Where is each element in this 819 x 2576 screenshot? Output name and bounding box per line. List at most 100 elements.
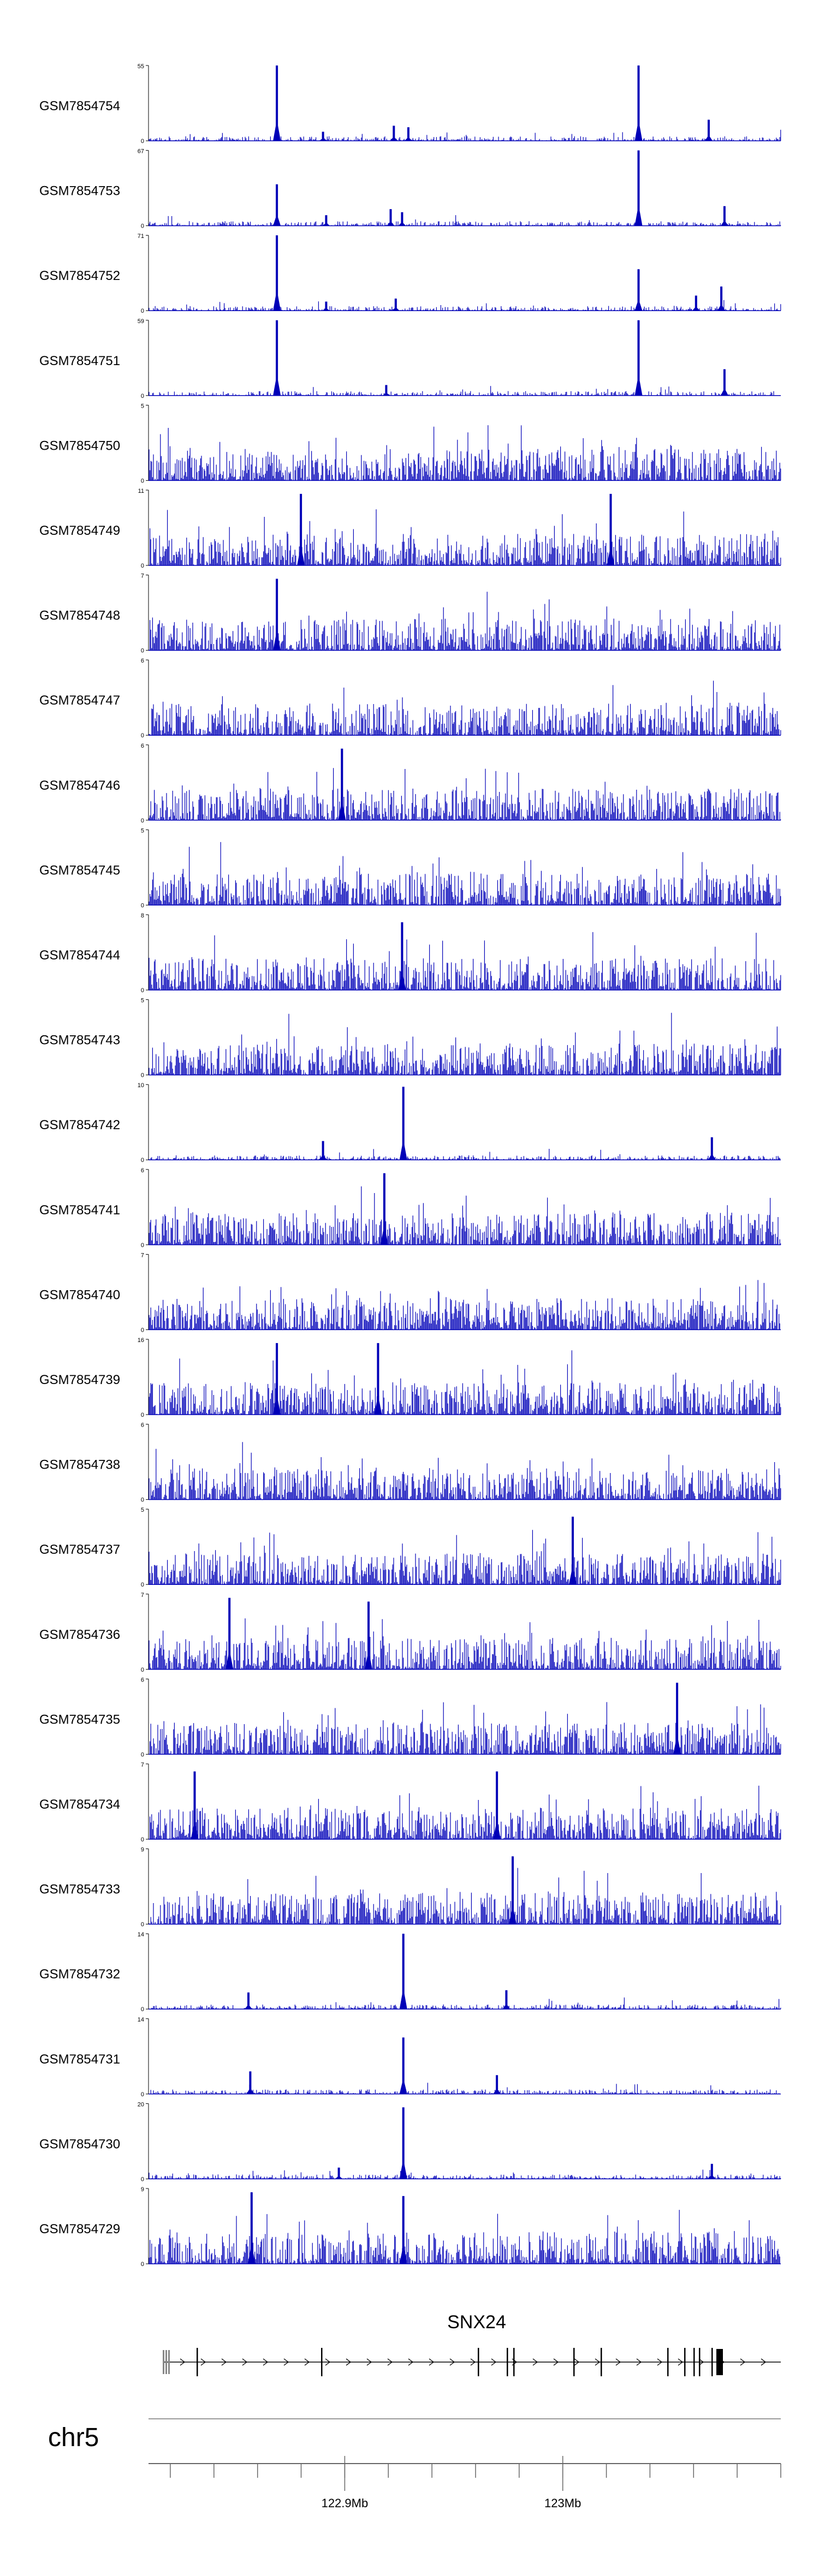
track-peak <box>402 2107 405 2179</box>
track-signal-background <box>149 681 781 736</box>
track-ymax-label: 7 <box>141 573 144 580</box>
track-peak-shoulder <box>382 392 390 396</box>
track-peak-shoulder <box>569 1565 577 1585</box>
track-label: GSM7854731 <box>39 2052 120 2067</box>
track-peak-shoulder <box>297 545 305 565</box>
strand-arrow <box>615 2358 621 2366</box>
track-ymax-label: 59 <box>138 318 144 325</box>
track-signal-background <box>149 1149 780 1160</box>
track-signal-background <box>149 2210 780 2264</box>
track-signal-background <box>149 1618 781 1669</box>
track-signal-background <box>150 1702 781 1755</box>
track-peak-shoulder <box>708 2174 716 2179</box>
track-signal-background <box>149 386 780 396</box>
track-peak <box>720 287 723 311</box>
track-peak-shoulder <box>398 222 406 226</box>
track-label: GSM7854738 <box>39 1458 120 1472</box>
track-ymin-label: 0 <box>141 1497 144 1504</box>
track-label: GSM7854743 <box>39 1033 120 1048</box>
gene-utr-exon <box>165 2350 167 2374</box>
track-peak <box>402 2037 405 2094</box>
track-peak-shoulder <box>493 2089 501 2094</box>
track-signal-background <box>149 768 781 820</box>
track-ymin-label: 0 <box>141 902 144 909</box>
axis-tick-label: 122.9Mb <box>322 2496 369 2510</box>
track-GSM7854734: GSM7854734 7 0 <box>39 1762 781 1843</box>
track-ymin-label: 0 <box>141 818 144 824</box>
track-peak <box>637 269 640 311</box>
strand-arrow <box>387 2358 393 2366</box>
gene-utr-exon <box>168 2350 170 2374</box>
track-peak <box>710 1137 713 1160</box>
track-peak-shoulder <box>273 1394 281 1415</box>
track-peak-shoulder <box>509 1905 517 1924</box>
track-ymin-label: 0 <box>141 308 144 314</box>
track-peak-shoulder <box>493 1820 501 1839</box>
track-peak <box>723 369 726 396</box>
track-label: GSM7854736 <box>39 1627 120 1642</box>
gene-exon <box>321 2348 323 2376</box>
track-signal-background <box>149 1442 781 1500</box>
track-peak-shoulder <box>273 214 281 226</box>
track-peak <box>276 579 278 651</box>
track-label: GSM7854747 <box>39 693 120 708</box>
track-GSM7854730: GSM7854730 20 0 <box>39 2101 781 2183</box>
track-signal-background <box>149 300 781 311</box>
chromosome-label: chr5 <box>48 2423 99 2452</box>
track-peak-shoulder <box>634 120 643 141</box>
track-peak-shoulder <box>322 223 330 226</box>
strand-arrow <box>221 2358 227 2366</box>
track-signal-background <box>149 1012 781 1075</box>
track-peak <box>389 209 392 226</box>
track-peak <box>325 215 328 226</box>
track-peak <box>401 922 403 990</box>
track-peak-shoulder <box>380 1225 388 1245</box>
track-ymin-label: 0 <box>141 732 144 739</box>
track-label: GSM7854745 <box>39 863 120 878</box>
strand-arrow <box>595 2358 601 2366</box>
track-peak <box>512 1856 514 1924</box>
track-ymax-label: 9 <box>141 1847 144 1853</box>
track-peak-shoulder <box>720 388 728 396</box>
track-ymin-label: 0 <box>141 2261 144 2268</box>
track-label: GSM7854739 <box>39 1373 120 1387</box>
gene-name-label: SNX24 <box>447 2312 506 2333</box>
gene-exon <box>684 2348 686 2376</box>
track-peak-shoulder <box>319 1154 327 1160</box>
track-GSM7854754: GSM7854754 55 0 <box>39 63 781 145</box>
track-GSM7854752: GSM7854752 71 0 <box>39 233 781 314</box>
track-ymin-label: 0 <box>141 138 144 145</box>
track-peak-shoulder <box>273 374 281 396</box>
track-peak-shoulder <box>399 1988 407 2009</box>
track-peak <box>394 299 397 311</box>
track-ymin-label: 0 <box>141 563 144 569</box>
track-peak-shoulder <box>399 2245 407 2264</box>
track-peak <box>402 1087 405 1160</box>
gene-exon <box>507 2348 508 2376</box>
track-peak-shoulder <box>399 2158 407 2179</box>
track-peak <box>341 748 343 820</box>
track-ymin-label: 0 <box>141 987 144 994</box>
track-peak <box>393 126 395 141</box>
gene-utr-exon <box>163 2350 164 2374</box>
track-label: GSM7854752 <box>39 269 120 283</box>
track-label: GSM7854730 <box>39 2137 120 2151</box>
track-ymin-label: 0 <box>141 2176 144 2183</box>
gene-exon <box>601 2348 602 2376</box>
track-signal-background <box>149 425 781 481</box>
track-ymax-label: 6 <box>141 1677 144 1683</box>
track-ymax-label: 8 <box>141 913 144 919</box>
track-peak-shoulder <box>634 205 643 226</box>
gene-track: SNX24 <box>163 2312 781 2376</box>
track-ymin-label: 0 <box>141 1667 144 1673</box>
strand-arrow <box>657 2358 663 2366</box>
strand-arrow <box>304 2358 310 2366</box>
track-signal-background <box>149 1868 781 1924</box>
track-peak-shoulder <box>673 1734 681 1755</box>
track-ymin-label: 0 <box>141 2091 144 2098</box>
track-GSM7854731: GSM7854731 14 0 <box>39 2017 781 2098</box>
genomic-axis: 122.9Mb 123Mb <box>149 2456 781 2510</box>
track-ymin-label: 0 <box>141 2006 144 2013</box>
track-peak <box>407 127 410 141</box>
